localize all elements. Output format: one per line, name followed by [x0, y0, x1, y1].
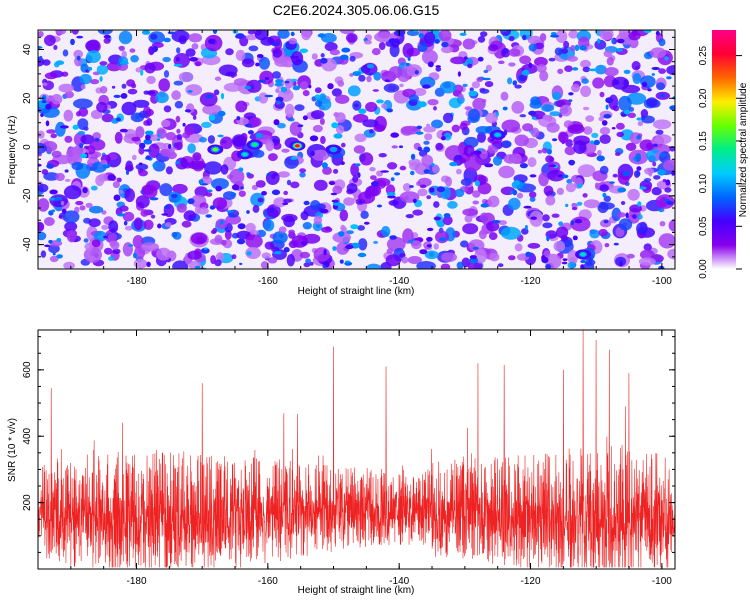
figure-title: C2E6.2024.305.06.06.G15	[273, 2, 440, 18]
y-tick-label: 20	[22, 92, 33, 104]
spectrogram-panel: -180 -160 -140 -120 -100 -40 -20 0 20 40 Height …	[7, 29, 676, 297]
y-tick-label: 400	[22, 427, 33, 444]
colorbar-tick-label: 0.20	[698, 88, 709, 108]
colorbar-gradient	[712, 30, 736, 269]
snr-panel: -180 -160 -140 -120 -100 200 400 600 Height of…	[7, 329, 676, 596]
spectrogram-x-label: Height of straight line (km)	[298, 286, 415, 297]
x-tick-label: -100	[652, 576, 672, 587]
snr-line	[38, 330, 675, 568]
heatmap-peak-1	[212, 147, 218, 152]
colorbar: 0.00 0.05 0.10 0.15 0.20 0.25 Normalized spec…	[698, 30, 749, 279]
spectrogram-frame	[37, 29, 676, 270]
y-tick-label: 0	[22, 144, 33, 150]
colorbar-tick-label: 0.00	[698, 259, 709, 279]
snr-x-label: Height of straight line (km)	[298, 585, 415, 596]
x-tick-label: -100	[652, 276, 672, 287]
heatmap-peak-2	[252, 143, 258, 147]
colorbar-tick-label: 0.10	[698, 173, 709, 193]
colorbar-label: Normalized spectral amplitude	[738, 82, 749, 217]
heatmap-peak-6	[331, 147, 337, 152]
snr-y-label: SNR (10 * v/v)	[7, 418, 18, 482]
snr-y-axis: 200 400 600	[22, 336, 675, 570]
y-tick-label: 40	[22, 44, 33, 56]
spectrogram-y-label: Frequency (Hz)	[7, 116, 18, 185]
y-tick-label: 200	[22, 494, 33, 511]
y-tick-label: 600	[22, 361, 33, 378]
x-tick-label: -160	[258, 576, 278, 587]
snr-x-axis: -180 -160 -140 -120 -100	[37, 330, 672, 587]
spectrogram-heatmap	[38, 30, 675, 269]
heatmap-peak-4	[580, 252, 586, 256]
x-tick-label: -180	[126, 576, 146, 587]
x-tick-label: -140	[389, 276, 409, 287]
x-tick-label: -120	[521, 576, 541, 587]
heatmap-peak-5	[495, 133, 501, 137]
x-tick-label: -120	[521, 276, 541, 287]
y-tick-label: -40	[22, 237, 33, 252]
spectrogram-x-axis: -180 -160 -140 -120 -100	[37, 30, 672, 287]
colorbar-tick-label: 0.25	[698, 45, 709, 65]
heatmap-peak-0	[294, 144, 300, 148]
heatmap-peak-3	[242, 152, 248, 156]
x-tick-label: -160	[258, 276, 278, 287]
spectrogram-y-axis: -40 -20 0 20 40	[22, 36, 675, 270]
x-tick-label: -180	[126, 276, 146, 287]
y-tick-label: -20	[22, 188, 33, 203]
snr-series	[38, 330, 675, 568]
colorbar-tick-label: 0.15	[698, 131, 709, 151]
x-tick-label: -140	[389, 576, 409, 587]
colorbar-ticks: 0.00 0.05 0.10 0.15 0.20 0.25	[698, 45, 742, 279]
colorbar-tick-label: 0.05	[698, 216, 709, 236]
snr-frame	[37, 329, 676, 570]
